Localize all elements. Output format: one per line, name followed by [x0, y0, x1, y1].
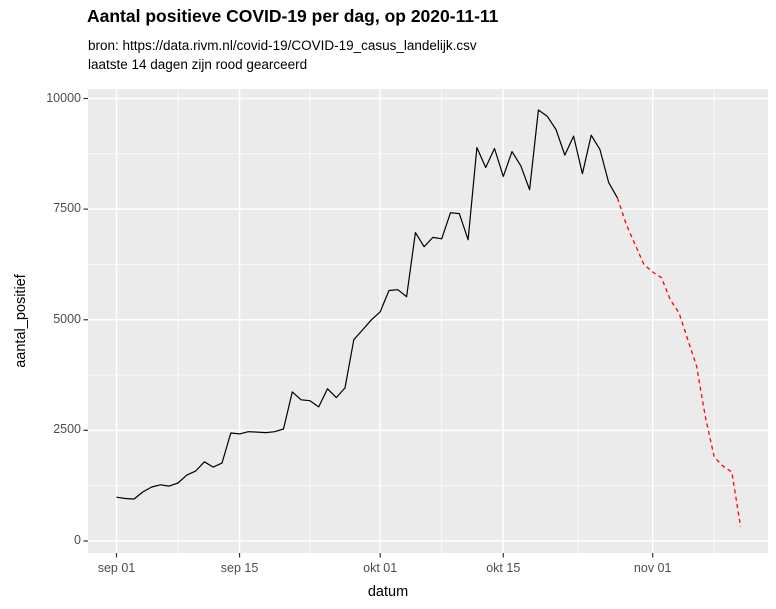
chart-title: Aantal positieve COVID-19 per dag, op 20…	[87, 6, 499, 26]
y-tick-label: 10000	[46, 90, 81, 105]
y-tick-label: 0	[74, 533, 81, 547]
y-tick-label: 7500	[53, 201, 81, 216]
x-tick-label: sep 15	[220, 561, 259, 575]
x-tick-label: sep 01	[97, 561, 136, 575]
chart-subtitle-note: laatste 14 dagen zijn rood gearceerd	[88, 57, 308, 72]
x-tick-label: okt 15	[486, 561, 521, 575]
chart-subtitle-source: bron: https://data.rivm.nl/covid-19/COVI…	[88, 38, 477, 53]
x-axis-title: datum	[367, 584, 409, 600]
y-tick-label: 2500	[53, 422, 81, 437]
y-tick-label: 5000	[53, 311, 81, 326]
line-series-main	[116, 109, 619, 500]
x-tick-label: okt 01	[363, 561, 398, 575]
plot-panel	[88, 89, 768, 553]
x-tick-label: nov 01	[633, 561, 672, 575]
